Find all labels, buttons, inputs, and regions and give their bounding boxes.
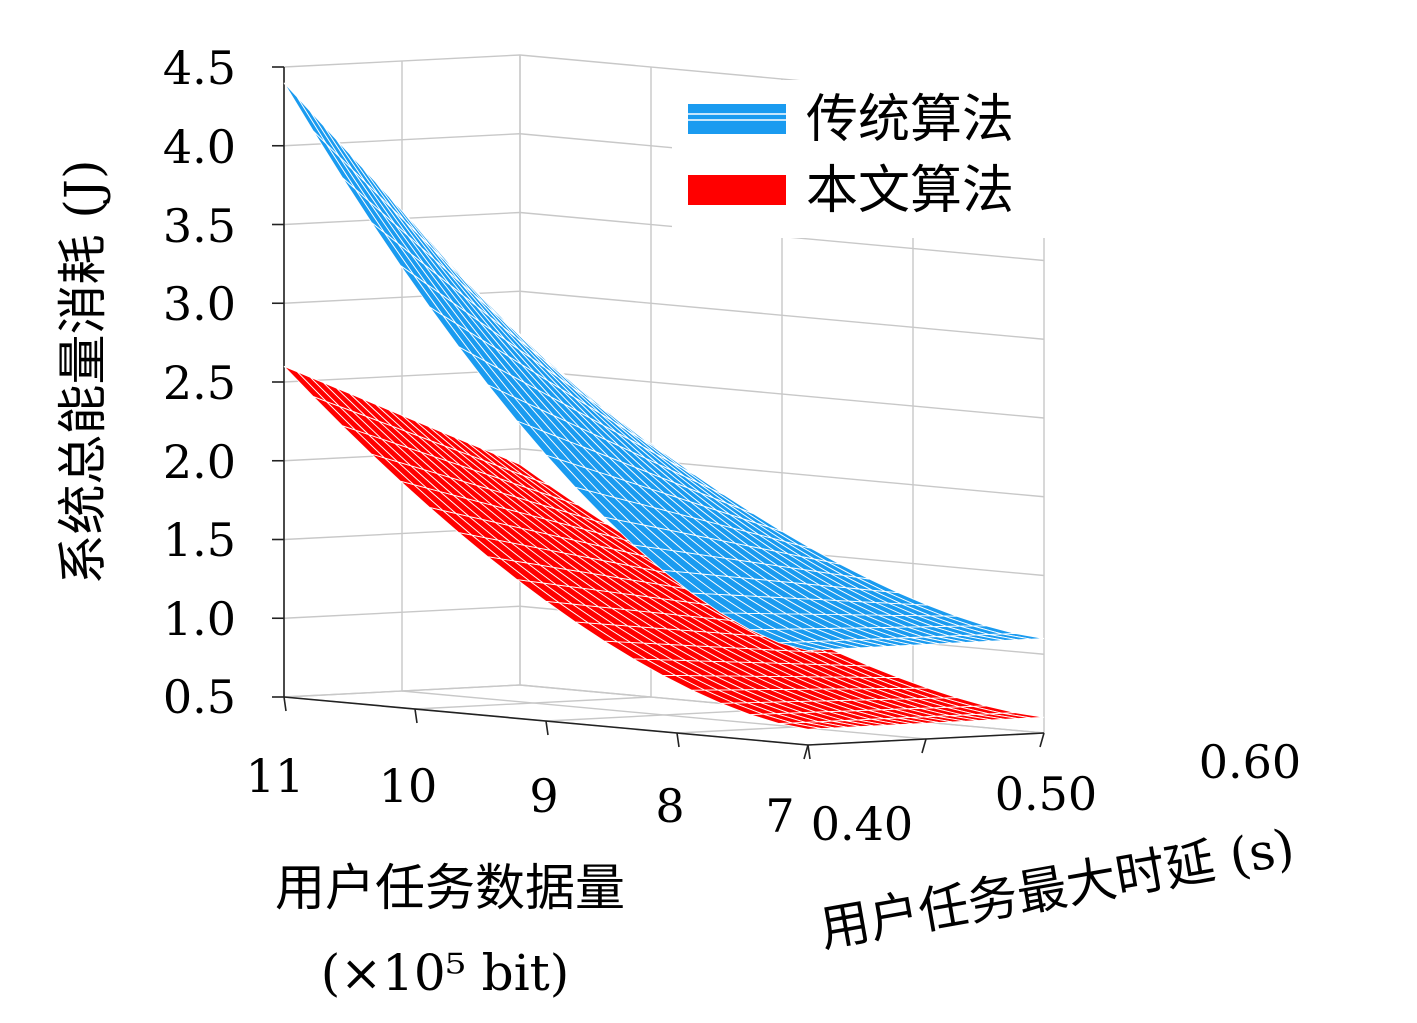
z-tick-labels: 4.5 4.0 3.5 3.0 2.5 2.0 1.5 1.0 0.5	[163, 41, 236, 724]
x-tick-label: 8	[655, 779, 684, 833]
y-tick-label: 0.40	[811, 797, 913, 851]
surface-cell	[283, 82, 327, 145]
x-tick-label: 7	[765, 789, 794, 843]
grid-line	[401, 690, 927, 740]
z-tick-label: 4.5	[163, 41, 236, 95]
x-tick-label: 10	[379, 759, 438, 813]
z-tick-label: 2.5	[163, 356, 236, 410]
z-tick-label: 2.0	[163, 435, 236, 489]
y-tick-mark	[1039, 732, 1045, 748]
legend-label-traditional: 传统算法	[806, 90, 1014, 150]
z-tick-label: 1.5	[163, 513, 236, 567]
surfaces	[283, 82, 1045, 730]
surface-cell	[296, 96, 340, 158]
x-tick-mark	[414, 708, 418, 724]
y-tick-label: 0.60	[1199, 735, 1301, 789]
z-tick-label: 3.0	[163, 277, 236, 331]
z-tick-label: 4.0	[163, 120, 236, 174]
x-axis-label-line1: 用户任务数据量	[275, 859, 625, 917]
z-tick-label: 3.5	[163, 199, 236, 253]
x-tick-mark	[283, 696, 287, 712]
y-tick-mark	[921, 738, 927, 754]
x-tick-label: 11	[246, 749, 305, 803]
x-tick-label: 9	[529, 769, 558, 823]
legend-label-proposed: 本文算法	[806, 161, 1014, 221]
z-axis-label: 系统总能量消耗 (J)	[54, 160, 112, 585]
surface-cell	[309, 110, 353, 170]
y-tick-labels: 0.40 0.50 0.60	[811, 735, 1301, 851]
surface-traditional	[283, 82, 1045, 651]
x-tick-mark	[545, 720, 549, 736]
legend-swatch-proposed	[688, 175, 786, 205]
legend: 传统算法 本文算法	[672, 80, 1080, 238]
surface-cell	[283, 365, 327, 402]
x-axis-label-line2: (×10⁵ bit)	[321, 944, 570, 1002]
z-tick-label: 0.5	[163, 670, 236, 724]
z-tick-label: 1.0	[163, 592, 236, 646]
y-tick-mark	[803, 744, 809, 760]
x-tick-mark	[676, 732, 680, 748]
y-tick-label: 0.50	[995, 767, 1097, 821]
x-tick-mark	[807, 744, 811, 760]
surface-proposed	[283, 365, 1045, 730]
x-tick-labels: 11 10 9 8 7	[246, 749, 795, 843]
legend-swatch-traditional	[688, 104, 786, 134]
